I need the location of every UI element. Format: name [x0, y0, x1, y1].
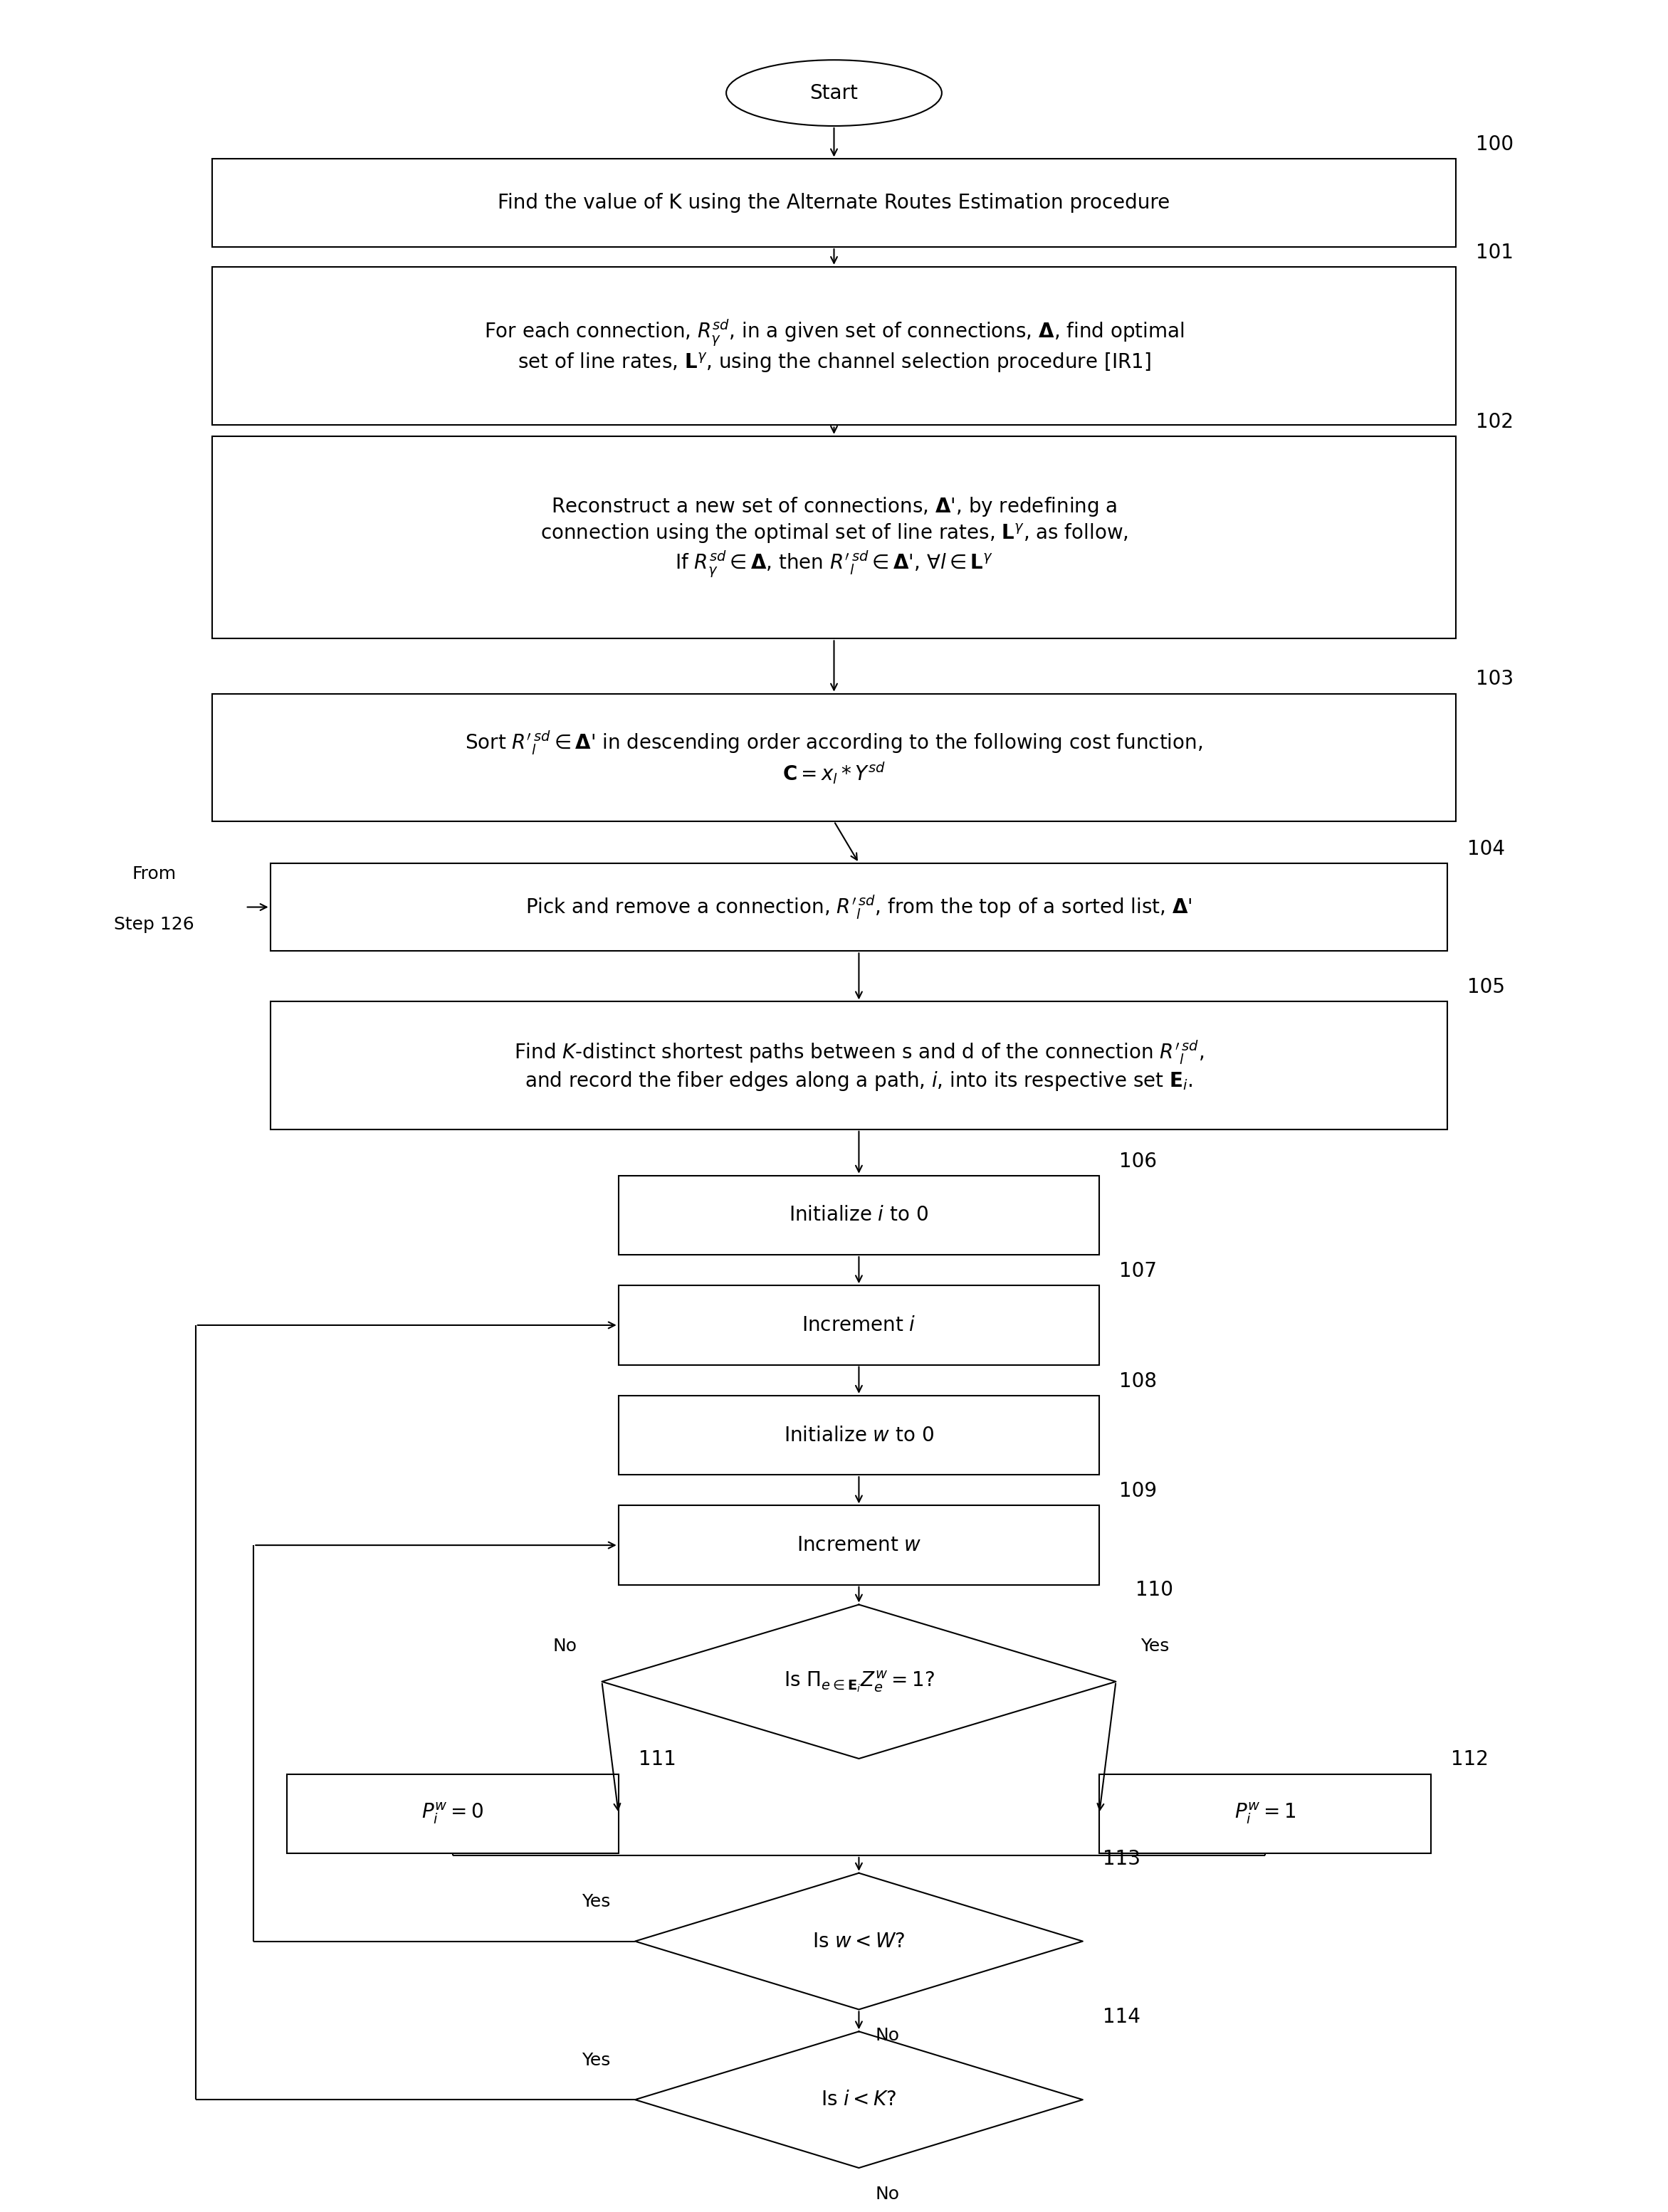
Text: 113: 113	[1103, 1849, 1141, 1869]
Bar	[212, 159, 1456, 248]
Text: Yes: Yes	[582, 1893, 610, 1911]
Text: No: No	[876, 2185, 899, 2203]
Text: Find the value of K using the Alternate Routes Estimation procedure: Find the value of K using the Alternate …	[497, 192, 1171, 212]
Text: 102: 102	[1476, 411, 1513, 431]
Text: 114: 114	[1103, 2006, 1141, 2026]
Text: Is $w<W$?: Is $w<W$?	[812, 1931, 906, 1951]
Text: 101: 101	[1476, 243, 1513, 263]
Bar	[270, 1002, 1448, 1130]
Text: Step 126: Step 126	[113, 916, 193, 933]
Text: 103: 103	[1476, 670, 1513, 690]
Text: Is $i<K$?: Is $i<K$?	[821, 2090, 897, 2110]
Text: 110: 110	[1136, 1579, 1174, 1599]
Text: Yes: Yes	[1141, 1637, 1169, 1655]
Bar	[287, 1774, 619, 1854]
Text: Yes: Yes	[582, 2051, 610, 2068]
Text: 106: 106	[1119, 1150, 1158, 1170]
Text: Is $\Pi_{e\in\mathbf{E}_i}Z_e^w=1$?: Is $\Pi_{e\in\mathbf{E}_i}Z_e^w=1$?	[784, 1670, 934, 1694]
Bar	[212, 695, 1456, 821]
Text: From: From	[132, 865, 177, 883]
Bar	[270, 863, 1448, 951]
Text: Initialize $w$ to 0: Initialize $w$ to 0	[784, 1425, 934, 1444]
Text: 100: 100	[1476, 135, 1513, 155]
Text: 104: 104	[1468, 838, 1505, 858]
Bar	[619, 1285, 1099, 1365]
Text: 108: 108	[1119, 1371, 1158, 1391]
Text: Increment $i$: Increment $i$	[802, 1316, 916, 1336]
Text: For each connection, $R^{sd}_{\gamma}$, in a given set of connections, $\mathbf{: For each connection, $R^{sd}_{\gamma}$, …	[484, 319, 1184, 374]
Text: Sort $R'^{\,sd}_{l}\in\mathbf{\Delta}$' in descending order according to the fol: Sort $R'^{\,sd}_{l}\in\mathbf{\Delta}$' …	[465, 730, 1203, 785]
Text: $P_i^w=1$: $P_i^w=1$	[1234, 1801, 1296, 1825]
Text: 112: 112	[1451, 1750, 1488, 1770]
Text: No: No	[876, 2026, 899, 2044]
Bar	[212, 436, 1456, 639]
Text: 105: 105	[1468, 978, 1505, 998]
Text: 107: 107	[1119, 1261, 1158, 1281]
Text: $P_i^w=0$: $P_i^w=0$	[422, 1801, 484, 1825]
Text: 111: 111	[639, 1750, 676, 1770]
Bar	[619, 1396, 1099, 1475]
Text: Initialize $i$ to 0: Initialize $i$ to 0	[789, 1206, 929, 1225]
Bar	[619, 1506, 1099, 1584]
Text: No: No	[552, 1637, 577, 1655]
Text: Reconstruct a new set of connections, $\mathbf{\Delta}$', by redefining a
connec: Reconstruct a new set of connections, $\…	[540, 495, 1128, 580]
Text: Pick and remove a connection, $R'^{\,sd}_{l}$, from the top of a sorted list, $\: Pick and remove a connection, $R'^{\,sd}…	[525, 894, 1193, 920]
Text: 109: 109	[1119, 1482, 1158, 1502]
Bar	[1099, 1774, 1431, 1854]
Text: Increment $w$: Increment $w$	[796, 1535, 921, 1555]
Bar	[212, 268, 1456, 425]
Text: Start: Start	[811, 84, 857, 104]
Bar	[619, 1175, 1099, 1254]
Text: Find $K$-distinct shortest paths between s and d of the connection $R'^{\,sd}_{l: Find $K$-distinct shortest paths between…	[514, 1040, 1204, 1093]
